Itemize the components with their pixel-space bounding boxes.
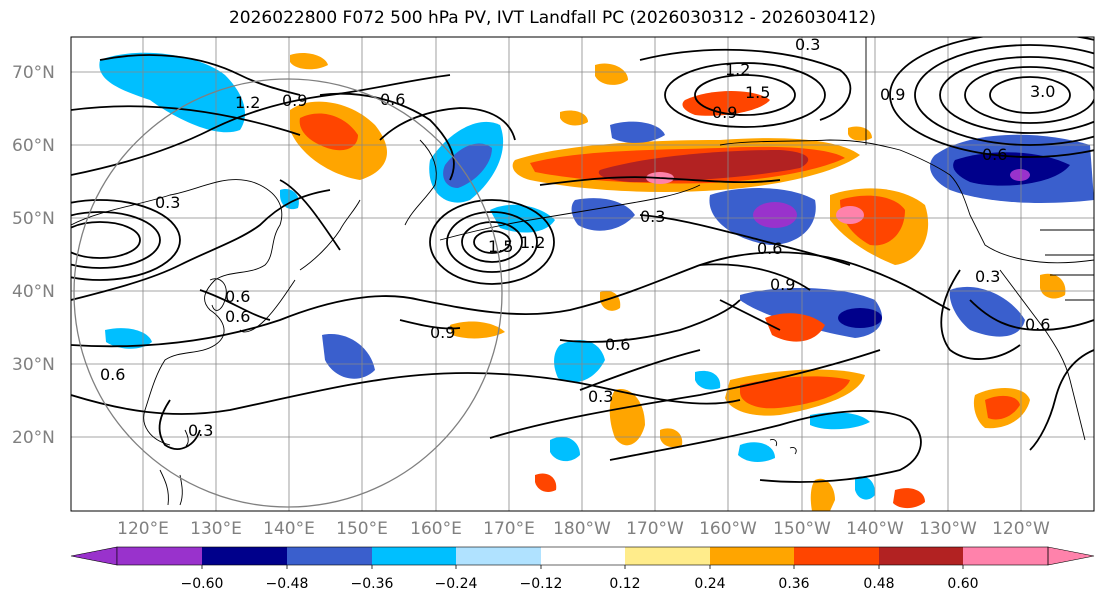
plot-border [70,36,1095,512]
lon-label: 180°W [553,519,611,539]
contour-label: 0.6 [225,307,250,326]
lon-label: 160°W [699,519,757,539]
lon-label: 150°W [773,519,831,539]
coastlines [71,37,1094,506]
longitude-labels: 120°E 130°E 140°E 150°E 160°E 170°E 180°… [117,519,1050,539]
contour-label: 0.3 [975,267,1000,286]
lon-label: 170°W [626,519,684,539]
contour-label: 0.9 [430,323,455,342]
lon-label: 130°W [919,519,977,539]
pv-contours [71,37,1094,483]
lon-label: 170°E [483,519,535,539]
colorbar-tick-label: 0.24 [694,576,725,592]
lon-label: 160°E [410,519,462,539]
colorbar-tick-label: 0.36 [778,576,809,592]
graticule [71,37,1094,511]
latitude-labels: 70°N 60°N 50°N 40°N 30°N 20°N [12,63,55,448]
contour-label: 1.5 [488,237,513,256]
colorbar-segment [202,547,287,565]
lon-label: 150°E [336,519,388,539]
colorbar-tick-label: 0.12 [609,576,640,592]
aleutians [439,184,701,241]
lat-label: 70°N [12,63,55,83]
colorbar-segment [541,547,625,565]
contour-label: 0.9 [880,85,905,104]
contour-label: 0.3 [795,35,820,54]
map-title: 2026022800 F072 500 hPa PV, IVT Landfall… [228,8,876,28]
lon-label: 140°W [846,519,904,539]
colorbar-segment [117,547,202,565]
lat-label: 20°N [12,428,55,448]
lat-label: 50°N [12,209,55,229]
hawaii [769,439,797,455]
contour-label: 1.2 [520,233,545,252]
colorbar-segment [794,547,879,565]
colorbar-tick-label: −0.36 [351,576,394,592]
colorbar-segment [879,547,963,565]
contour-label: 3.0 [1030,82,1055,101]
contour-label: 1.5 [745,83,770,102]
contour-label: 0.3 [188,421,213,440]
contour-label: 0.6 [605,335,630,354]
asia-coast [71,179,283,446]
contour-label: 1.2 [725,60,750,79]
contour-label: 0.6 [982,145,1007,164]
kamchatka [404,139,437,226]
us-west-coast [999,269,1086,441]
lon-label: 140°E [263,519,315,539]
contour-label: 0.3 [155,193,180,212]
alaska [719,139,1094,264]
colorbar-segment [710,547,794,565]
contour-label: 0.9 [712,103,737,122]
contour-label: 0.6 [1025,315,1050,334]
borders [865,37,1094,301]
contour-label: 0.3 [640,207,665,226]
colorbar: −0.60 −0.48 −0.36 −0.24 −0.12 0.12 0.24 … [70,546,1095,592]
colorbar-extend-high [1047,546,1095,566]
contour-label: 0.9 [770,275,795,294]
lat-label: 30°N [12,355,55,375]
colorbar-tick-label: −0.60 [181,576,224,592]
contour-label: 0.6 [100,365,125,384]
contour-label: 0.6 [225,287,250,306]
ivt-shading [99,52,1094,511]
colorbar-tick-label: −0.24 [435,576,478,592]
colorbar-tick-label: −0.48 [266,576,309,592]
colorbar-tick-label: −0.12 [520,576,563,592]
contour-label: 1.2 [235,93,260,112]
colorbar-segment [456,547,541,565]
colorbar-segment [372,547,456,565]
colorbar-segment [287,547,372,565]
lon-label: 120°W [992,519,1050,539]
colorbar-extend-low [70,546,118,566]
contour-label: 0.9 [282,91,307,110]
lat-label: 60°N [12,136,55,156]
japan [239,199,361,333]
colorbar-segment [625,547,710,565]
colorbar-tick-label: 0.48 [863,576,894,592]
reference-circle [73,78,503,508]
contour-label: 0.6 [757,239,782,258]
lon-label: 120°E [117,519,169,539]
lon-label: 130°E [190,519,242,539]
taiwan [184,429,189,447]
colorbar-tick-label: 0.60 [947,576,978,592]
colorbar-segment [963,547,1048,565]
contour-labels: 0.3 1.2 0.9 0.6 1.2 1.5 0.9 3.0 0.9 0.6 … [100,35,1055,440]
lat-label: 40°N [12,282,55,302]
contour-label: 0.6 [380,90,405,109]
contour-label: 0.3 [588,387,613,406]
